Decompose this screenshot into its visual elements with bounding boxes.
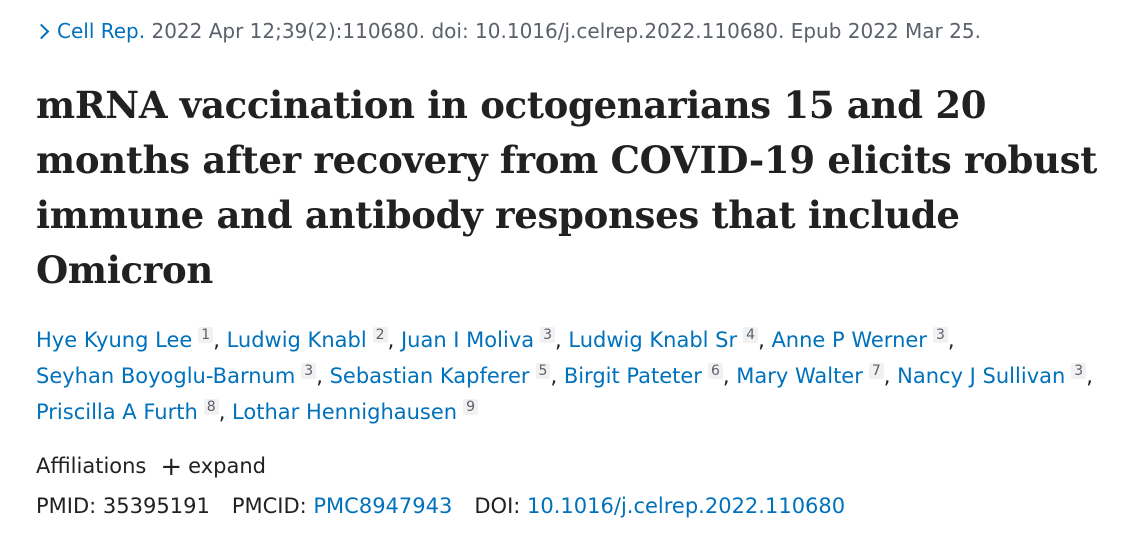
author-link[interactable]: Juan I Moliva xyxy=(400,328,535,352)
article-title: mRNA vaccination in octogenarians 15 and… xyxy=(36,83,1098,292)
doi-link[interactable]: 10.1016/j.celrep.2022.110680 xyxy=(527,494,846,518)
citation-details: 2022 Apr 12;39(2):110680. doi: 10.1016/j… xyxy=(151,19,981,43)
author-link[interactable]: Mary Walter xyxy=(736,364,863,388)
doi-label: DOI: xyxy=(474,494,521,518)
affiliations-label: Affiliations xyxy=(36,454,147,478)
author-link[interactable]: Hye Kyung Lee xyxy=(36,328,193,352)
affiliation-number[interactable]: 7 xyxy=(868,363,884,379)
author-link[interactable]: Sebastian Kapferer xyxy=(329,364,530,388)
affiliation-number[interactable]: 3 xyxy=(1071,363,1087,379)
affiliation-number[interactable]: 6 xyxy=(707,363,723,379)
expand-label: expand xyxy=(188,454,266,478)
pmcid-label: PMCID: xyxy=(231,494,307,518)
author-link[interactable]: Ludwig Knabl Sr xyxy=(568,328,738,352)
identifiers: PMID: 35395191 PMCID: PMC8947943 DOI: 10.1… xyxy=(36,491,845,521)
affiliation-number[interactable]: 2 xyxy=(372,327,388,343)
author-link[interactable]: Anne P Werner xyxy=(771,328,927,352)
author-link[interactable]: Seyhan Boyoglu-Barnum xyxy=(36,364,296,388)
affiliation-number[interactable]: 3 xyxy=(301,363,317,379)
pmcid-link[interactable]: PMC8947943 xyxy=(313,494,453,518)
author-link[interactable]: Priscilla A Furth xyxy=(36,400,198,424)
affiliation-number[interactable]: 3 xyxy=(932,327,948,343)
pmid-value: 35395191 xyxy=(102,494,210,518)
affiliation-number[interactable]: 4 xyxy=(743,327,759,343)
author-list: Hye Kyung Lee 1, Ludwig Knabl 2, Juan I Mo… xyxy=(36,327,1093,424)
author-link[interactable]: Birgit Pateter xyxy=(563,364,702,388)
citation-line: Cell Rep. 2022 Apr 12;39(2):110680. doi:… xyxy=(33,17,981,45)
chevron-right-icon[interactable] xyxy=(33,23,50,40)
affiliation-number[interactable]: 3 xyxy=(540,327,556,343)
affiliation-number[interactable]: 1 xyxy=(198,327,214,343)
affiliation-number[interactable]: 5 xyxy=(535,363,551,379)
author-link[interactable]: Nancy J Sullivan xyxy=(897,364,1066,388)
author-link[interactable]: Lothar Hennighausen xyxy=(232,400,458,424)
plus-icon: + xyxy=(160,452,183,482)
pmid-label: PMID: xyxy=(36,494,97,518)
affiliations-toggle[interactable]: Affiliations + expand xyxy=(36,451,266,482)
affiliation-number[interactable]: 8 xyxy=(203,399,219,415)
affiliation-number[interactable]: 9 xyxy=(463,399,479,415)
author-link[interactable]: Ludwig Knabl xyxy=(226,328,367,352)
journal-link[interactable]: Cell Rep. xyxy=(57,19,146,43)
